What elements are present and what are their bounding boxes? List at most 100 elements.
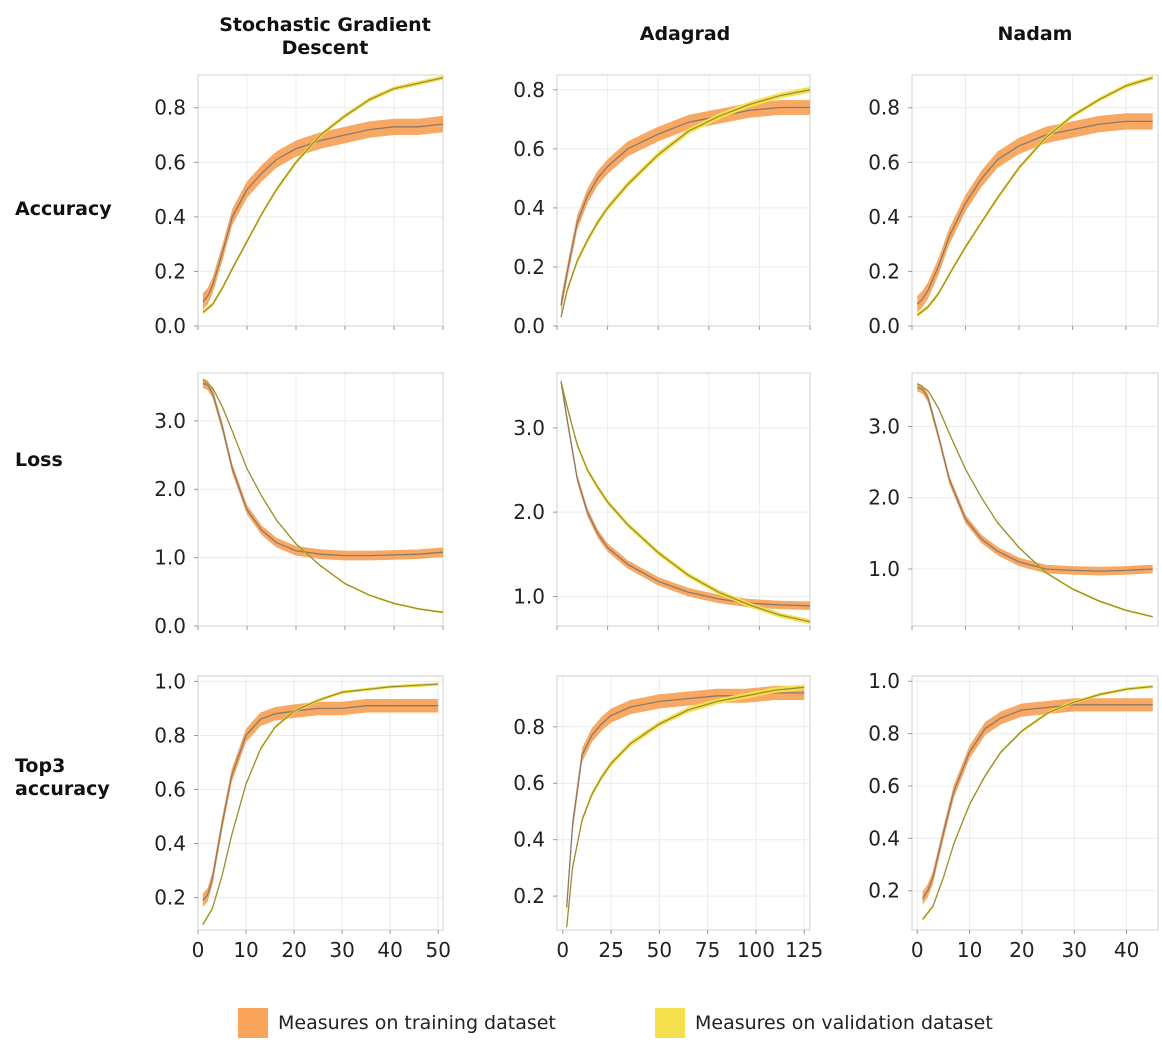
panel-1: 0.0 0.2 0.4 0.6 0.8 (513, 74, 811, 338)
y-tick-label: 2.0 (868, 486, 900, 510)
x-tick-label: 50 (647, 938, 672, 962)
legend-item-validation: Measures on validation dataset (655, 1008, 993, 1038)
row-label-loss: Loss (15, 449, 63, 472)
column-title-sgd-line2: Descent (281, 37, 369, 59)
y-tick-label: 3.0 (513, 416, 545, 440)
plot-frame (197, 675, 444, 931)
y-tick-label: 1.0 (154, 669, 186, 693)
validation-band (202, 378, 443, 614)
y-tick-label: 1.0 (154, 546, 186, 570)
y-tick-label: 0.2 (154, 886, 186, 910)
plot-frame (911, 675, 1159, 931)
y-tick-label: 1.0 (868, 669, 900, 693)
training-line (916, 120, 1153, 305)
legend-swatch-validation (655, 1008, 685, 1038)
validation-line (202, 77, 444, 313)
y-tick-label: 0.0 (154, 614, 186, 638)
training-band (202, 699, 439, 907)
y-tick-label: 0.4 (513, 196, 545, 220)
x-tick-label: 10 (957, 938, 982, 962)
y-tick-label: 0.6 (154, 150, 186, 174)
row-label-top3-line1: Top3 (15, 755, 66, 777)
training-line (917, 386, 1153, 572)
x-tick-label: 40 (377, 938, 402, 962)
plot-frame (911, 372, 1159, 627)
y-tick-label: 3.0 (154, 409, 186, 433)
y-tick-label: 3.0 (868, 414, 900, 438)
y-tick-label: 0.6 (513, 137, 545, 161)
x-tick-label: 50 (425, 938, 450, 962)
validation-line (566, 686, 805, 928)
panel-5: 1.0 2.0 3.0 (868, 372, 1159, 630)
validation-line (916, 383, 1153, 618)
row-label-top3-line2: accuracy (15, 778, 110, 800)
row-label-top3: Top3 accuracy (15, 755, 110, 801)
y-tick-label: 0.2 (154, 259, 186, 283)
y-tick-label: 0.0 (154, 314, 186, 338)
validation-band (202, 75, 443, 315)
legend-item-training: Measures on training dataset (238, 1008, 556, 1038)
row-label-loss-line1: Loss (15, 449, 63, 471)
x-tick-label: 20 (281, 938, 306, 962)
y-tick-label: 0.8 (513, 78, 545, 102)
x-tick-label: 0 (192, 938, 205, 962)
x-tick-label: 20 (1009, 938, 1034, 962)
training-band (917, 383, 1153, 576)
validation-band (917, 75, 1153, 318)
y-tick-label: 0.4 (868, 205, 900, 229)
panel-7: 0.2 0.4 0.6 0.8 0 25 50 75 100 125 (513, 675, 823, 962)
y-tick-label: 0.6 (513, 771, 545, 795)
x-tick-label: 10 (233, 938, 258, 962)
y-tick-label: 0.4 (868, 826, 900, 850)
column-title-sgd: Stochastic Gradient Descent (180, 14, 470, 60)
y-tick-label: 2.0 (154, 477, 186, 501)
training-band (917, 113, 1153, 313)
x-tick-label: 0 (556, 938, 569, 962)
x-tick-label: 25 (598, 938, 623, 962)
training-band (202, 115, 443, 310)
plot-frame (556, 74, 811, 327)
y-tick-label: 0.2 (513, 884, 545, 908)
x-tick-label: 0 (911, 938, 924, 962)
plot-frame (556, 675, 811, 931)
training-line (202, 123, 444, 302)
panel-0: 0.0 0.2 0.4 0.6 0.8 (154, 74, 444, 338)
panel-8: 0.2 0.4 0.6 0.8 1.0 0 10 20 30 40 (868, 669, 1159, 962)
y-tick-label: 0.4 (154, 205, 186, 229)
x-tick-label: 125 (785, 938, 823, 962)
y-tick-label: 1.0 (513, 584, 545, 608)
x-tick-label: 100 (737, 938, 775, 962)
y-tick-label: 0.6 (868, 774, 900, 798)
y-tick-label: 1.0 (868, 557, 900, 581)
y-tick-label: 0.2 (868, 259, 900, 283)
validation-line (916, 77, 1153, 316)
x-tick-label: 30 (329, 938, 354, 962)
x-tick-label: 75 (695, 938, 720, 962)
validation-band (202, 682, 439, 927)
legend-label-validation: Measures on validation dataset (695, 1012, 993, 1034)
training-line (921, 704, 1153, 899)
y-tick-label: 0.0 (513, 314, 545, 338)
chart-grid: 0.00.20.40.60.80.00.20.40.60.80.00.20.40… (154, 74, 1159, 962)
y-tick-label: 2.0 (513, 500, 545, 524)
validation-band (917, 382, 1153, 618)
training-band (922, 698, 1153, 906)
column-title-adagrad-line1: Adagrad (639, 23, 731, 45)
training-band (202, 378, 443, 561)
column-title-nadam-line1: Nadam (997, 23, 1073, 45)
panel-3: 0.0 1.0 2.0 3.0 (154, 372, 444, 638)
validation-line (921, 685, 1153, 920)
y-tick-label: 0.2 (513, 255, 545, 279)
y-tick-label: 0.8 (154, 723, 186, 747)
y-tick-label: 0.6 (154, 777, 186, 801)
plot-frame (911, 74, 1159, 327)
legend-swatch-training (238, 1008, 268, 1038)
x-tick-label: 40 (1114, 938, 1139, 962)
plot-frame (197, 372, 444, 627)
y-tick-label: 0.4 (154, 832, 186, 856)
y-tick-label: 0.0 (868, 314, 900, 338)
row-label-accuracy-line1: Accuracy (15, 198, 112, 220)
panel-4: 1.0 2.0 3.0 (513, 372, 811, 630)
plot-frame (556, 372, 811, 627)
panel-2: 0.0 0.2 0.4 0.6 0.8 (868, 74, 1159, 338)
